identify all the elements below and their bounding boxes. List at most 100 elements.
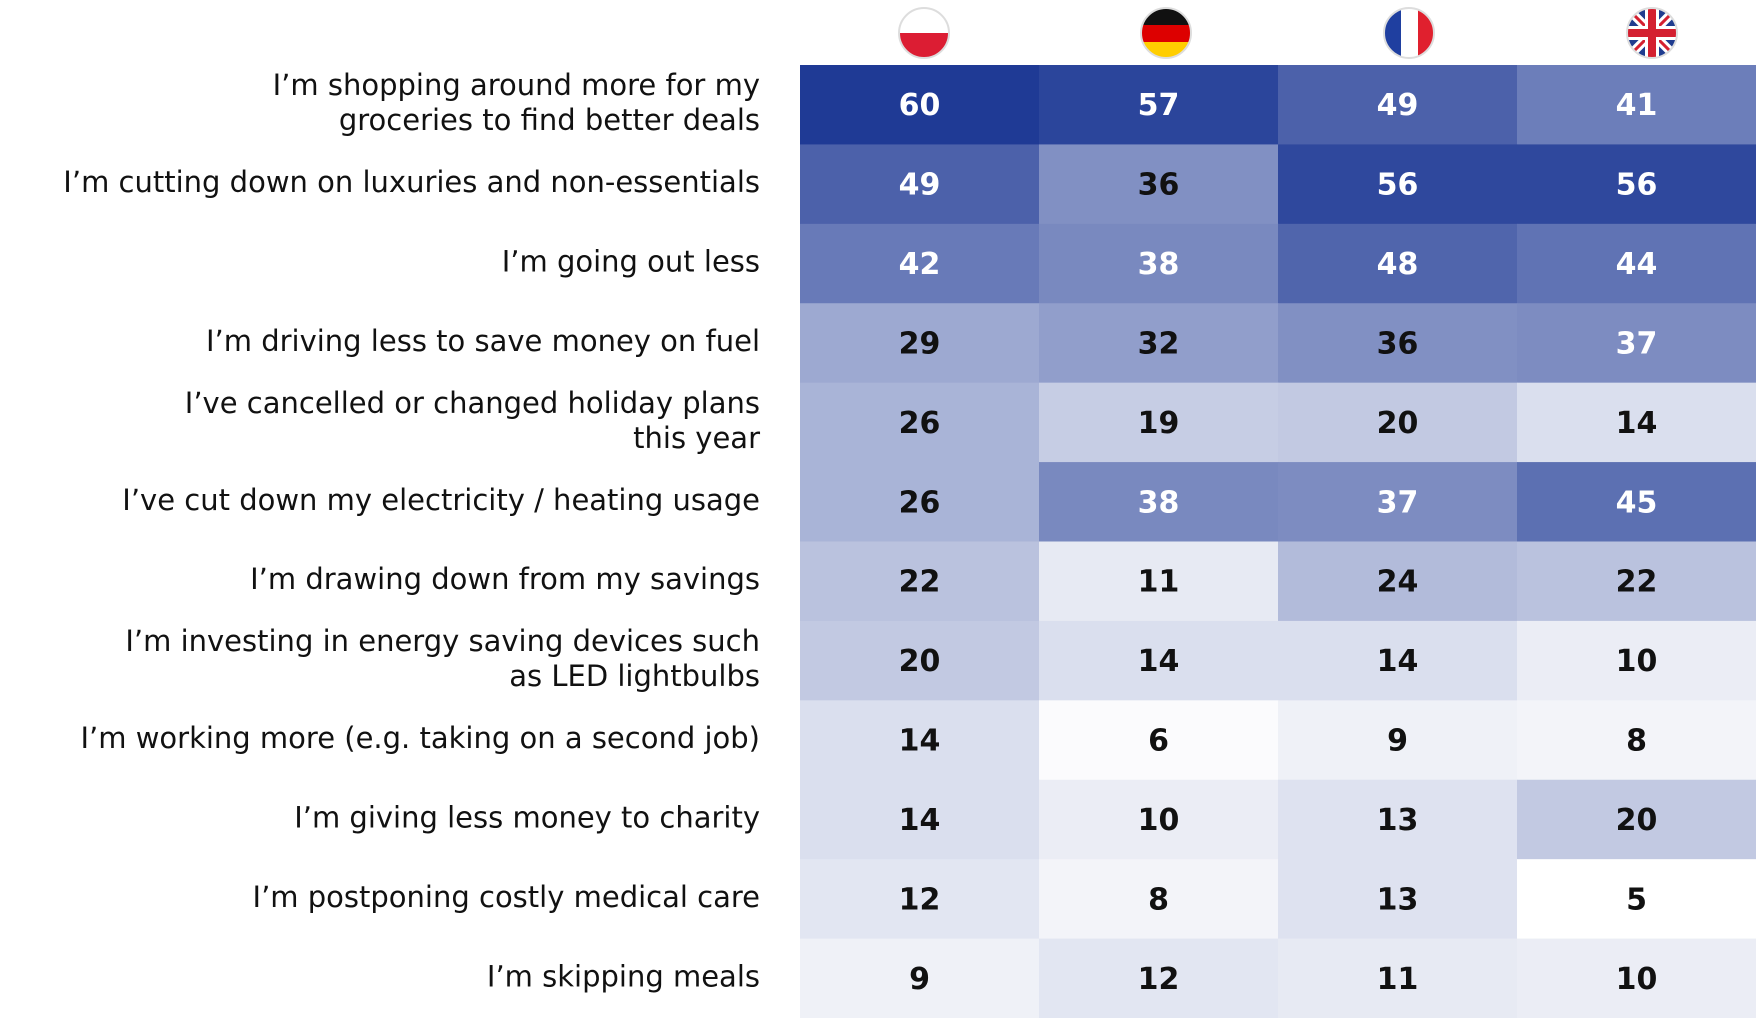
cell-value: 48: [1377, 247, 1419, 282]
flag-border: [1626, 7, 1678, 59]
cell-value: 29: [899, 326, 941, 361]
row-label: groceries to find better deals: [339, 103, 760, 137]
row-label: I’m skipping meals: [487, 959, 760, 993]
cell-value: 26: [899, 406, 941, 441]
heat-cell: [1039, 223, 1279, 304]
row-label: I’m going out less: [502, 245, 760, 279]
cell-value: 9: [1387, 724, 1408, 759]
heat-cell: [800, 65, 1040, 145]
heat-cell: [1278, 779, 1518, 860]
cell-value: 38: [1138, 485, 1180, 520]
cell-value: 56: [1616, 168, 1658, 203]
heat-cell: [1278, 462, 1518, 542]
cell-value: 14: [899, 803, 941, 838]
heat-cell: [1039, 462, 1279, 542]
cell-value: 22: [1616, 565, 1658, 600]
row-label: I’m postponing costly medical care: [253, 880, 760, 914]
flag-border: [1383, 7, 1435, 59]
heat-cell: [1517, 779, 1756, 860]
cell-value: 12: [899, 882, 941, 917]
cell-value: 9: [909, 962, 930, 997]
heat-cell: [1278, 223, 1518, 304]
heat-cell: [800, 144, 1040, 225]
cell-value: 13: [1377, 803, 1419, 838]
cell-value: 44: [1616, 247, 1658, 282]
cell-value: 42: [899, 247, 941, 282]
heat-cell: [800, 620, 1040, 701]
heat-cell: [800, 382, 1040, 463]
cell-value: 37: [1377, 485, 1419, 520]
heat-cell: [1517, 303, 1756, 384]
heat-cell: [1039, 541, 1279, 622]
row-label: I’m drawing down from my savings: [250, 562, 760, 596]
heat-cell: [800, 223, 1040, 304]
cell-value: 6: [1148, 724, 1169, 759]
heat-cell: [1039, 859, 1279, 940]
cell-value: 10: [1616, 644, 1658, 679]
cell-value: 8: [1148, 882, 1169, 917]
heat-cell: [1278, 700, 1518, 781]
heat-cell: [1039, 65, 1279, 145]
heat-cell: [1039, 303, 1279, 384]
heat-cell: [1278, 541, 1518, 622]
heat-cell: [800, 462, 1040, 542]
cell-value: 26: [899, 485, 941, 520]
heat-cell: [1039, 620, 1279, 701]
cell-value: 12: [1138, 962, 1180, 997]
row-label: I’m investing in energy saving devices s…: [125, 624, 760, 658]
heat-cell: [1278, 65, 1518, 145]
heat-cell: [1278, 859, 1518, 940]
flag-border: [1140, 7, 1192, 59]
heat-cell: [800, 541, 1040, 622]
heat-cell: [1517, 859, 1756, 940]
heat-cell: [1517, 144, 1756, 225]
cell-value: 36: [1377, 326, 1419, 361]
heat-cell: [1039, 700, 1279, 781]
cell-value: 20: [899, 644, 941, 679]
cell-value: 22: [899, 565, 941, 600]
heat-cell: [800, 938, 1040, 1018]
row-label: I’m giving less money to charity: [294, 800, 760, 834]
cell-value: 14: [899, 724, 941, 759]
heat-cell: [1517, 462, 1756, 542]
cell-value: 11: [1377, 962, 1419, 997]
row-label: I’m driving less to save money on fuel: [206, 324, 760, 358]
flag-border: [898, 7, 950, 59]
row-label: as LED lightbulbs: [509, 659, 760, 693]
cell-value: 20: [1377, 406, 1419, 441]
cell-value: 10: [1138, 803, 1180, 838]
heat-cell: [1517, 223, 1756, 304]
heat-cell: [1517, 382, 1756, 463]
row-label: I’m cutting down on luxuries and non-ess…: [63, 165, 760, 199]
cell-value: 10: [1616, 962, 1658, 997]
heat-cell: [1039, 938, 1279, 1018]
row-label: this year: [633, 421, 760, 455]
flag-uk: [1627, 8, 1677, 58]
cell-value: 11: [1138, 565, 1180, 600]
heat-cell: [1039, 779, 1279, 860]
cell-value: 5: [1626, 882, 1647, 917]
heat-cell: [1517, 700, 1756, 781]
heat-cell: [1517, 938, 1756, 1018]
heat-cell: [1517, 65, 1756, 145]
cell-value: 13: [1377, 882, 1419, 917]
heat-cell: [800, 303, 1040, 384]
heat-cell: [1278, 303, 1518, 384]
heat-cell: [1517, 620, 1756, 701]
cell-value: 14: [1377, 644, 1419, 679]
cell-value: 19: [1138, 406, 1180, 441]
heat-cell: [1517, 541, 1756, 622]
cell-value: 49: [1377, 88, 1419, 123]
heat-cell: [800, 779, 1040, 860]
cell-value: 36: [1138, 168, 1180, 203]
row-label: I’m working more (e.g. taking on a secon…: [80, 721, 760, 755]
cell-value: 14: [1616, 406, 1658, 441]
heat-cell: [1278, 938, 1518, 1018]
cell-value: 41: [1616, 88, 1658, 123]
heat-cell: [1278, 144, 1518, 225]
cell-value: 60: [899, 88, 941, 123]
cell-value: 24: [1377, 565, 1419, 600]
row-label: I’m shopping around more for my: [273, 68, 760, 102]
